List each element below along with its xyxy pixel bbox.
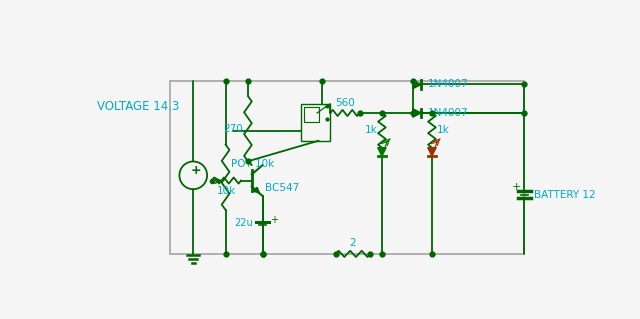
Text: VOLTAGE 14.3: VOLTAGE 14.3 — [97, 100, 179, 113]
Text: 270: 270 — [223, 124, 243, 134]
Text: 1k: 1k — [365, 125, 378, 135]
Text: +: + — [190, 164, 201, 177]
Polygon shape — [428, 148, 436, 156]
Text: +: + — [270, 215, 278, 225]
Bar — [301, 104, 330, 141]
Text: BATTERY 12: BATTERY 12 — [534, 189, 596, 200]
Text: 1N4007: 1N4007 — [428, 79, 468, 90]
Polygon shape — [413, 109, 421, 117]
Text: 2: 2 — [349, 239, 356, 249]
Text: BC547: BC547 — [265, 183, 299, 193]
Text: 560: 560 — [335, 98, 355, 108]
Text: +: + — [512, 182, 521, 192]
Text: POT 10k: POT 10k — [231, 159, 274, 169]
Polygon shape — [378, 148, 386, 156]
Text: 22u: 22u — [235, 218, 253, 228]
Text: 10k: 10k — [217, 186, 236, 196]
Text: 1k: 1k — [436, 125, 449, 135]
Bar — [304, 108, 319, 122]
Polygon shape — [413, 80, 421, 89]
Text: 1N4007: 1N4007 — [428, 108, 468, 118]
